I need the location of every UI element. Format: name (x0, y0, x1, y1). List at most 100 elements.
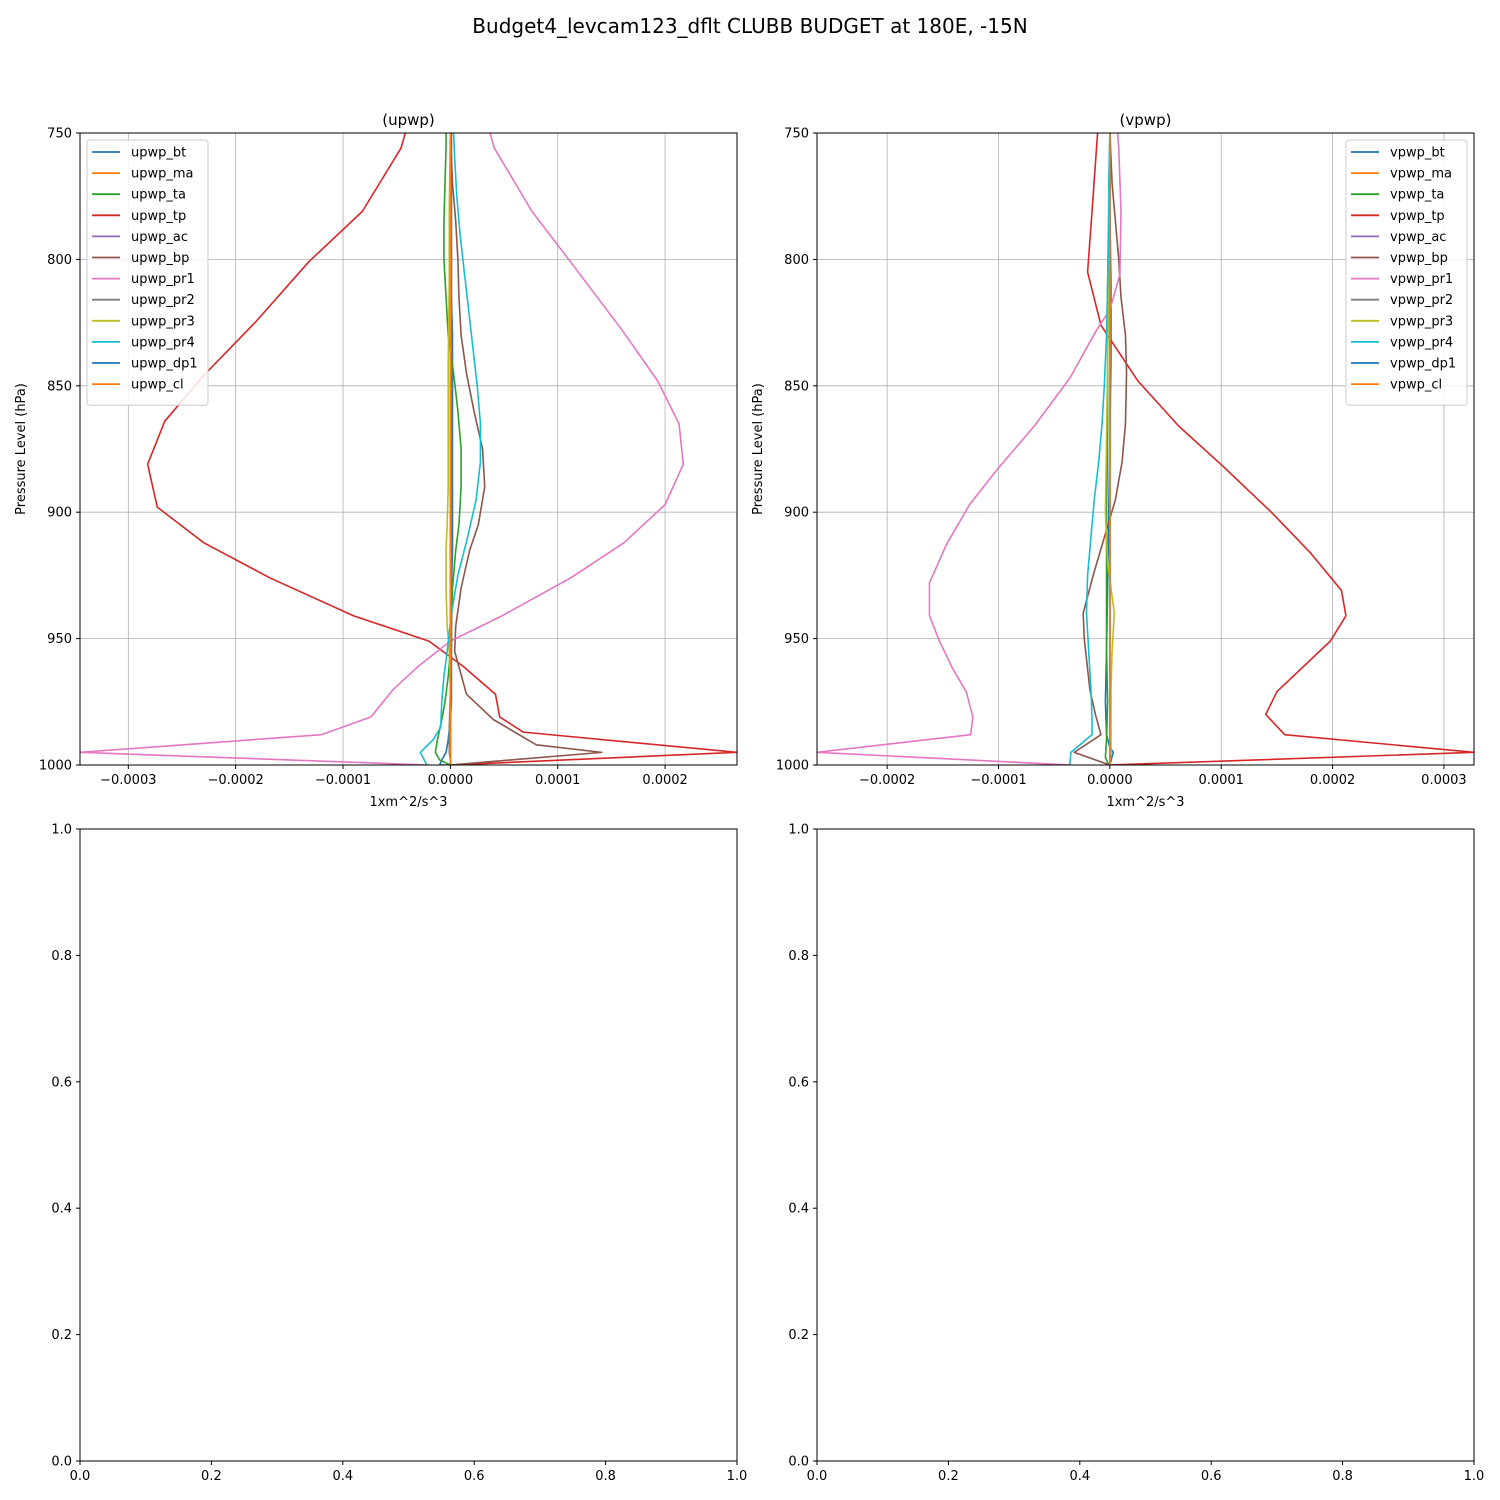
y-tick-label: 0.2 (51, 1328, 72, 1343)
y-tick-label: 0.4 (788, 1202, 809, 1217)
legend-label-upwp_dp1: upwp_dp1 (131, 357, 198, 372)
series-line-vpwp_pr4 (1068, 133, 1111, 765)
x-tick-label: 0.0002 (642, 773, 688, 788)
x-tick-label: 0.0003 (1421, 773, 1467, 788)
panel-title: (upwp) (382, 111, 435, 129)
legend-frame (86, 139, 209, 406)
x-tick-label: 0.4 (1069, 1469, 1090, 1484)
legend-label-vpwp_ma: vpwp_ma (1390, 167, 1452, 182)
y-tick-label: 0.2 (788, 1328, 809, 1343)
legend-label-upwp_cl: upwp_cl (131, 378, 184, 393)
legend-frame (1345, 139, 1468, 406)
y-tick-label: 850 (47, 379, 72, 394)
x-tick-label: 0.2 (201, 1469, 222, 1484)
legend-label-vpwp_pr2: vpwp_pr2 (1390, 293, 1453, 308)
axes-frame (79, 132, 738, 766)
legend-label-vpwp_pr3: vpwp_pr3 (1390, 314, 1453, 329)
y-tick-label: 850 (784, 379, 809, 394)
legend-label-vpwp_pr4: vpwp_pr4 (1390, 335, 1453, 350)
y-tick-label: 0.8 (51, 949, 72, 964)
panel-3: 0.0 0.2 0.4 0.6 0.8 1.0 0.0 0.2 0.4 0.6 0.8 1.0 (51, 823, 747, 1485)
x-tick-label: −0.0003 (100, 773, 156, 788)
x-tick-label: 0.0 (807, 1469, 828, 1484)
legend-label-upwp_pr4: upwp_pr4 (131, 335, 195, 350)
x-tick-label: −0.0001 (315, 773, 371, 788)
series-line-upwp_tp (146, 133, 737, 765)
y-tick-label: 800 (784, 253, 809, 268)
legend-label-upwp_ac: upwp_ac (131, 230, 188, 245)
x-tick-label: 0.0001 (1198, 773, 1244, 788)
x-tick-label: 1.0 (727, 1469, 748, 1484)
legend-label-upwp_bp: upwp_bp (131, 251, 189, 266)
x-tick-label: 0.0000 (1087, 773, 1133, 788)
y-tick-label: 750 (47, 127, 72, 142)
y-tick-label: 900 (47, 506, 72, 521)
x-tick-label: 0.0000 (428, 773, 474, 788)
y-tick-label: 0.0 (51, 1455, 72, 1470)
axes-frame (79, 828, 738, 1462)
legend-label-upwp_tp: upwp_tp (131, 209, 186, 224)
series-line-upwp_bp (449, 133, 603, 765)
y-tick-label: 750 (784, 127, 809, 142)
y-tick-label: 0.8 (788, 949, 809, 964)
x-tick-label: 0.8 (1332, 1469, 1353, 1484)
series-group (817, 133, 1474, 765)
y-axis-label: Pressure Level (hPa) (14, 383, 29, 515)
legend-label-vpwp_pr1: vpwp_pr1 (1390, 272, 1453, 287)
panel-1: −0.0003 −0.0002 −0.0001 0.0000 0.0001 0.0002 7… (14, 111, 738, 810)
legend-label-upwp_pr2: upwp_pr2 (131, 293, 195, 308)
series-line-vpwp_pr1 (817, 133, 1122, 765)
legend-label-vpwp_dp1: vpwp_dp1 (1390, 357, 1456, 372)
panel-4: 0.0 0.2 0.4 0.6 0.8 1.0 0.0 0.2 0.4 0.6 0.8 1.0 (788, 823, 1484, 1485)
x-tick-label: 0.0002 (1310, 773, 1356, 788)
legend-label-vpwp_bt: vpwp_bt (1390, 146, 1445, 161)
axes-frame (816, 828, 1475, 1462)
panel-2: −0.0002 −0.0001 0.0000 0.0001 0.0002 0.0003 75… (751, 111, 1475, 810)
x-tick-label: 0.6 (464, 1469, 485, 1484)
legend-label-upwp_ta: upwp_ta (131, 188, 186, 203)
legend-label-upwp_pr1: upwp_pr1 (131, 272, 195, 287)
x-axis-label: 1xm^2/s^3 (369, 795, 447, 810)
legend-label-upwp_bt: upwp_bt (131, 146, 186, 161)
y-tick-label: 950 (784, 632, 809, 647)
x-tick-label: 1.0 (1464, 1469, 1485, 1484)
y-tick-label: 1.0 (51, 823, 72, 838)
legend-label-vpwp_cl: vpwp_cl (1390, 378, 1442, 393)
legend-label-vpwp_ta: vpwp_ta (1390, 188, 1444, 203)
series-line-vpwp_bp (1073, 133, 1128, 765)
axes-frame (816, 132, 1475, 766)
legend: vpwp_bt vpwp_ma vpwp_ta vpwp_tp vpwp_ac vpwp_… (1345, 139, 1468, 406)
y-tick-label: 800 (47, 253, 72, 268)
y-axis-label: Pressure Level (hPa) (751, 383, 766, 515)
x-tick-label: 0.6 (1201, 1469, 1222, 1484)
legend-label-vpwp_bp: vpwp_bp (1390, 251, 1448, 266)
series-line-vpwp_tp (1086, 133, 1474, 765)
x-tick-label: 0.0001 (535, 773, 581, 788)
series-group (80, 133, 737, 765)
legend-label-upwp_ma: upwp_ma (131, 167, 194, 182)
x-tick-label: 0.2 (938, 1469, 959, 1484)
x-tick-label: 0.0 (70, 1469, 91, 1484)
series-line-upwp_pr1 (80, 133, 685, 765)
y-tick-label: 1000 (39, 759, 72, 774)
y-tick-label: 1000 (776, 759, 809, 774)
y-tick-label: 900 (784, 506, 809, 521)
y-tick-label: 0.4 (51, 1202, 72, 1217)
x-tick-label: −0.0002 (859, 773, 915, 788)
y-tick-label: 0.6 (51, 1075, 72, 1090)
y-tick-label: 1.0 (788, 823, 809, 838)
y-tick-label: 950 (47, 632, 72, 647)
x-tick-label: −0.0002 (207, 773, 263, 788)
legend-label-upwp_pr3: upwp_pr3 (131, 314, 195, 329)
figure-title: Budget4_levcam123_dflt CLUBB BUDGET at 1… (472, 14, 1028, 38)
x-tick-label: 0.4 (332, 1469, 353, 1484)
y-tick-label: 0.6 (788, 1075, 809, 1090)
x-tick-label: −0.0001 (970, 773, 1026, 788)
x-tick-label: 0.8 (595, 1469, 616, 1484)
series-line-upwp_pr4 (419, 133, 482, 765)
legend-label-vpwp_ac: vpwp_ac (1390, 230, 1446, 245)
panel-title: (vpwp) (1120, 111, 1172, 129)
legend: upwp_bt upwp_ma upwp_ta upwp_tp upwp_ac upwp_… (86, 139, 209, 406)
x-axis-label: 1xm^2/s^3 (1106, 795, 1184, 810)
